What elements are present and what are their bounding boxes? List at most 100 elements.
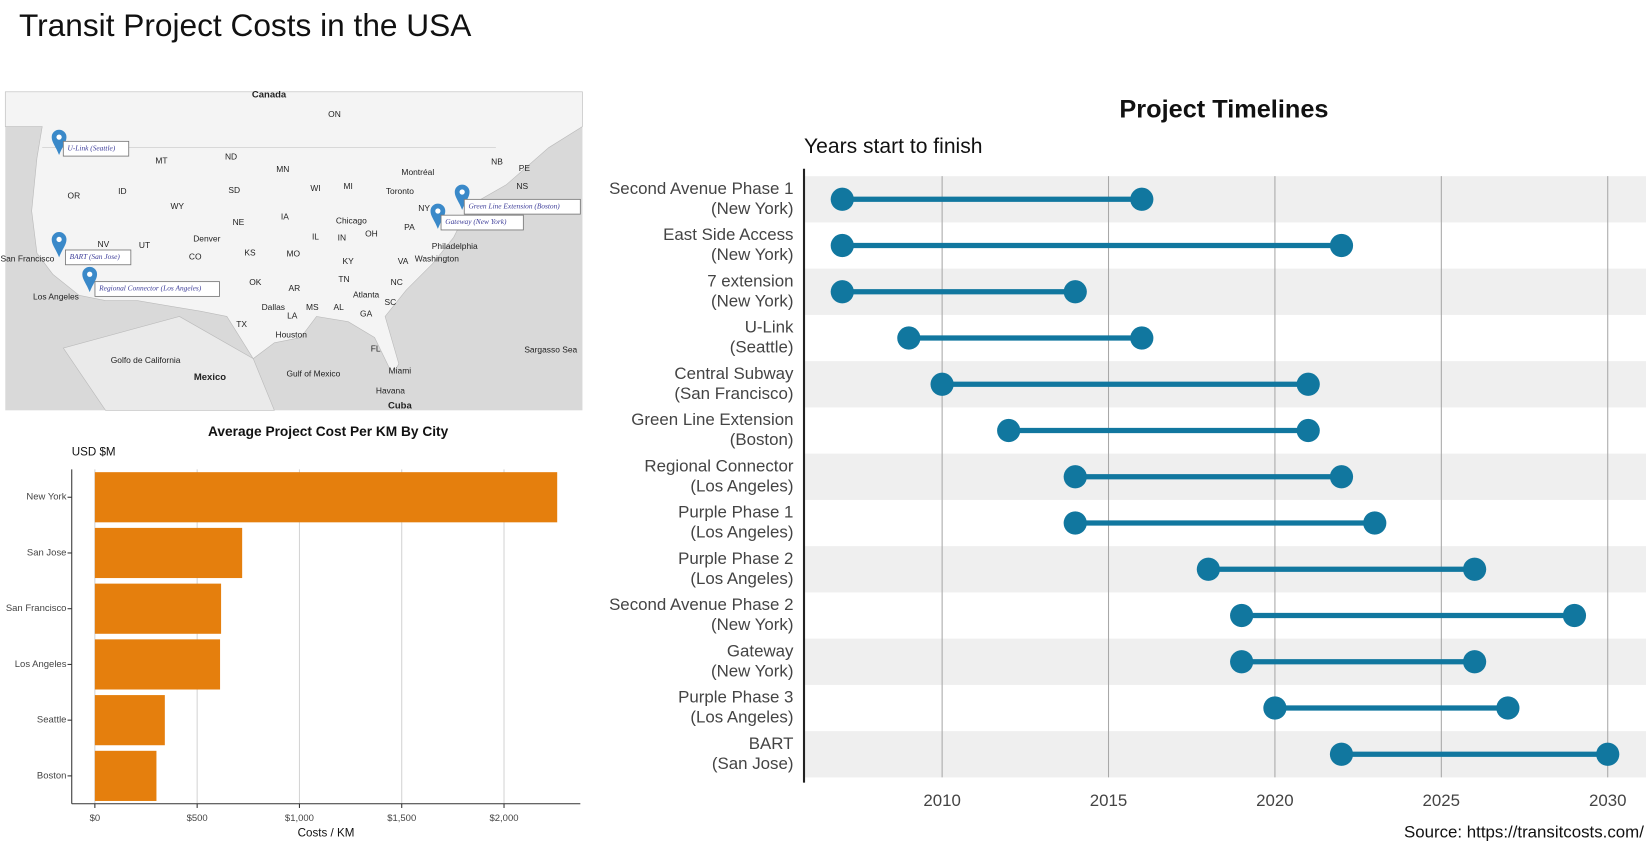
start-point [1329, 742, 1354, 766]
map-pin-dot [87, 271, 93, 277]
map-label: SC [385, 297, 397, 307]
x-tick-label: 2025 [1423, 791, 1461, 810]
y-tick-label: Gateway (New York) [711, 642, 794, 681]
start-point [1230, 603, 1254, 628]
map-label: Mexico [194, 372, 226, 383]
chart-title: Project Timelines [1119, 95, 1328, 123]
map-label: MN [276, 164, 289, 174]
map-label: KS [244, 247, 256, 257]
map-popup [94, 281, 220, 297]
map: Canada ON MT ND MN Montréal NB PE NS OR ID WY SD WI MI… [1, 89, 583, 412]
map-label: Gulf of Mexico [286, 369, 340, 379]
y-tick-label: New York [26, 492, 66, 503]
y-tick-label-line: Gateway [727, 642, 794, 661]
map-label: UT [139, 240, 150, 250]
map-label: ND [225, 151, 237, 161]
end-point [1363, 511, 1387, 535]
map-pin [454, 184, 470, 210]
y-tick-label: Purple Phase 2 (Los Angeles) [678, 549, 793, 588]
y-tick-label-line: Purple Phase 1 [678, 503, 793, 522]
y-tick-label-line: Second Avenue Phase 2 [609, 595, 793, 614]
map-label: NC [391, 277, 403, 287]
y-tick-label: Green Line Extension (Boston) [631, 410, 793, 449]
map-pin-dot [56, 134, 62, 140]
map-label: MI [344, 181, 353, 191]
end-point [1329, 465, 1354, 489]
end-point [1063, 280, 1087, 304]
bar [94, 583, 222, 634]
map-label: KY [343, 256, 355, 266]
map-label: Canada [252, 89, 287, 100]
x-axis-label: Costs / KM [298, 826, 355, 839]
y-tick-label-line: (San Jose) [712, 754, 794, 773]
y-tick-label-line: Central Subway [674, 364, 794, 383]
map-label: Miami [389, 366, 412, 376]
map-label: CO [189, 252, 202, 262]
x-tick-label: $1,000 [285, 813, 314, 824]
start-point [897, 326, 921, 350]
map-label: NY [418, 203, 430, 213]
map-label: Golfo de California [111, 355, 181, 365]
start-point [830, 233, 854, 258]
map-label: NV [98, 239, 110, 249]
map-popup [440, 214, 524, 231]
map-popup-text: Regional Connector (Los Angeles) [98, 284, 202, 293]
bar [94, 695, 165, 746]
y-tick-label-line: (New York) [711, 292, 793, 311]
end-point [1596, 742, 1620, 766]
map-label: ON [328, 109, 341, 119]
start-point [830, 280, 854, 304]
x-tick-label: $2,000 [490, 813, 519, 824]
map-label: Washington [415, 254, 459, 264]
y-tick-label-line: (Los Angeles) [690, 569, 793, 588]
y-tick-label-line: (New York) [711, 246, 793, 265]
x-tick-label: 2020 [1256, 791, 1294, 810]
start-point [1230, 650, 1254, 674]
y-tick-label-line: (New York) [711, 199, 793, 218]
map-label: IA [281, 212, 289, 222]
map-label: SD [228, 185, 240, 195]
y-tick-label: East Side Access (New York) [663, 225, 793, 264]
start-point [930, 372, 954, 396]
map-popup-text: Green Line Extension (Boston) [468, 201, 560, 210]
map-label: NB [491, 157, 503, 167]
start-point [1263, 696, 1287, 720]
x-tick-label: $1,500 [387, 813, 416, 824]
y-tick-label-line: (New York) [711, 662, 793, 681]
bar [94, 527, 243, 579]
bar [94, 639, 221, 690]
map-pin-dot [56, 236, 62, 243]
start-point [1063, 511, 1087, 535]
map-label: OR [68, 190, 81, 200]
start-point [1063, 465, 1087, 489]
map-popup [62, 140, 130, 157]
map-label: NE [233, 217, 245, 227]
y-tick-label: Purple Phase 3 (Los Angeles) [678, 688, 793, 727]
map-pin-dot [459, 189, 465, 195]
map-label: Montréal [401, 167, 434, 177]
map-pin [430, 203, 446, 229]
map-label: AL [334, 302, 345, 312]
y-tick-label: U-Link (Seattle) [730, 318, 794, 357]
map-pin [82, 266, 98, 293]
map-label: PA [404, 222, 415, 232]
bar [94, 472, 558, 523]
end-point [1462, 650, 1487, 674]
y-tick-label-line: (Los Angeles) [690, 477, 793, 496]
page-title: Transit Project Costs in the USA [19, 7, 472, 43]
y-tick-label: Central Subway (San Francisco) [674, 364, 794, 403]
x-tick-label: 2010 [923, 791, 961, 810]
map-label: TN [338, 274, 349, 284]
map-popup-text: BART (San Jose) [70, 252, 121, 261]
y-tick-label-line: BART [749, 734, 794, 753]
map-pin [51, 232, 67, 258]
start-point [997, 418, 1021, 443]
map-pin-dot [435, 208, 441, 214]
map-label: FL [371, 343, 381, 353]
x-tick-label: 2015 [1090, 791, 1128, 810]
map-popup [64, 249, 132, 266]
y-tick-label-line: Regional Connector [644, 457, 793, 476]
chart-subtitle: Years start to finish [804, 135, 983, 158]
end-point [1130, 187, 1154, 211]
